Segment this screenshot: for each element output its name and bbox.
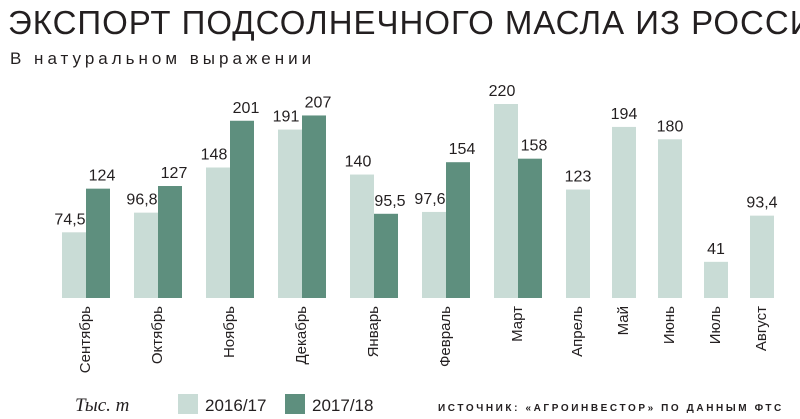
x-tick-label: Март [509,306,526,342]
value-label: 124 [89,168,116,185]
bar [446,162,470,298]
value-label: 140 [345,154,372,171]
value-label: 97,6 [414,191,445,208]
x-tick-label: Сентябрь [77,306,94,373]
value-label: 220 [489,83,516,100]
bar [494,104,518,298]
x-tick-label: Апрель [569,306,586,357]
bar [422,211,446,298]
bar [134,212,158,298]
bar [302,115,326,298]
bar [62,232,86,298]
legend-label: 2016/17 [205,396,266,415]
value-label: 74,5 [54,211,85,228]
source: ИСТОЧНИК: «АГРОИНВЕСТОР» ПО ДАННЫМ ФТС [438,403,784,414]
value-label: 41 [707,241,725,258]
value-label: 148 [201,146,228,163]
bar [658,139,682,298]
bar [350,174,374,298]
bar [86,188,110,298]
value-label: 191 [273,109,300,126]
bar [374,213,398,298]
legend-swatch [285,394,305,414]
value-label: 158 [521,138,548,155]
legend-swatch [178,394,198,414]
bar [612,126,636,298]
value-label: 127 [161,165,188,182]
value-label: 93,4 [746,195,777,212]
x-tick-label: Январь [365,306,382,358]
bar [206,167,230,298]
x-tick-label: Ноябрь [221,306,238,358]
x-tick-label: Август [753,306,770,351]
bar [704,261,728,298]
bar [278,129,302,298]
value-label: 180 [657,118,684,135]
bar [158,186,182,298]
chart-title: ЭКСПОРТ ПОДСОЛНЕЧНОГО МАСЛА ИЗ РОССИИ [8,4,800,41]
x-tick-label: Февраль [437,306,454,367]
value-label: 201 [233,100,260,117]
x-tick-label: Июнь [661,306,678,344]
bar [518,158,542,298]
unit-label: Тыс. т [75,395,129,416]
value-label: 194 [611,106,638,123]
bar [230,120,254,298]
bar [566,189,590,298]
value-label: 123 [565,169,592,186]
value-label: 154 [449,141,476,158]
x-tick-label: Июль [707,306,724,344]
x-tick-label: Октябрь [149,306,166,364]
chart-subtitle: В натуральном выражении [10,49,315,68]
value-label: 207 [305,94,332,111]
x-tick-label: Май [615,306,632,335]
legend-label: 2017/18 [312,396,373,415]
x-tick-label: Декабрь [293,306,310,365]
value-label: 95,5 [374,193,405,210]
bar [750,215,774,298]
value-label: 96,8 [126,192,157,209]
